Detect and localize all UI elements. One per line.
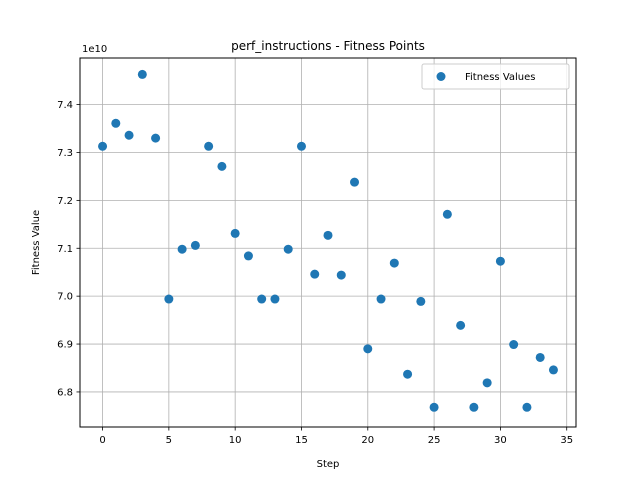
data-point <box>98 141 108 151</box>
data-point <box>548 365 558 375</box>
data-point <box>137 69 147 79</box>
data-point <box>124 130 134 140</box>
plot-frame <box>79 57 577 428</box>
data-point <box>296 141 306 151</box>
x-tick-label: 30 <box>494 435 507 446</box>
data-point <box>482 378 492 388</box>
data-point <box>336 270 346 280</box>
data-point <box>522 402 532 412</box>
x-tick-label: 20 <box>361 435 374 446</box>
data-point <box>535 352 545 362</box>
data-point <box>204 141 214 151</box>
data-point <box>429 402 439 412</box>
chart-title: perf_instructions - Fitness Points <box>231 39 425 53</box>
y-scale-offset-label: 1e10 <box>82 44 107 55</box>
data-point <box>363 344 373 354</box>
data-point <box>403 369 413 379</box>
x-axis-label: Step <box>317 459 340 470</box>
data-point <box>270 294 280 304</box>
data-point <box>111 118 121 128</box>
data-point <box>416 296 426 306</box>
x-tick-label: 35 <box>560 435 573 446</box>
data-point <box>456 320 466 330</box>
legend: Fitness Values <box>421 63 570 90</box>
y-tick-label: 6.8 <box>57 387 73 398</box>
y-tick-label: 7.2 <box>57 196 73 207</box>
x-tick-label: 15 <box>295 435 308 446</box>
data-point <box>442 209 452 219</box>
x-tick-label: 25 <box>428 435 441 446</box>
ticks-layer: 0 5 10 15 20 25 30 35 6.8 6.9 7.0 7.1 7.2 7.3 7.4 <box>57 100 573 446</box>
data-point <box>323 230 333 240</box>
points-layer <box>98 69 558 412</box>
data-point <box>177 244 187 254</box>
y-axis-label: Fitness Value <box>31 210 42 275</box>
data-point <box>350 177 360 187</box>
grid-layer <box>80 58 576 427</box>
data-point <box>217 161 227 171</box>
x-tick-label: 0 <box>99 435 105 446</box>
y-tick-label: 6.9 <box>57 340 73 351</box>
data-point <box>469 402 479 412</box>
y-tick-label: 7.4 <box>57 100 73 111</box>
data-point <box>495 256 505 266</box>
y-tick-label: 7.0 <box>57 292 73 303</box>
legend-label: Fitness Values <box>465 72 535 83</box>
data-point <box>230 228 240 238</box>
data-point <box>164 294 174 304</box>
data-point <box>243 251 253 261</box>
data-point <box>257 294 267 304</box>
data-point <box>389 258 399 268</box>
data-point <box>151 133 161 143</box>
data-point <box>310 269 320 279</box>
data-point <box>376 294 386 304</box>
x-tick-label: 10 <box>229 435 242 446</box>
data-point <box>190 240 200 250</box>
legend-marker <box>436 72 446 81</box>
x-tick-label: 5 <box>166 435 172 446</box>
data-point <box>283 244 293 254</box>
data-point <box>509 340 519 350</box>
legend-box <box>421 63 570 90</box>
y-tick-label: 7.3 <box>57 148 73 159</box>
y-tick-label: 7.1 <box>57 244 73 255</box>
